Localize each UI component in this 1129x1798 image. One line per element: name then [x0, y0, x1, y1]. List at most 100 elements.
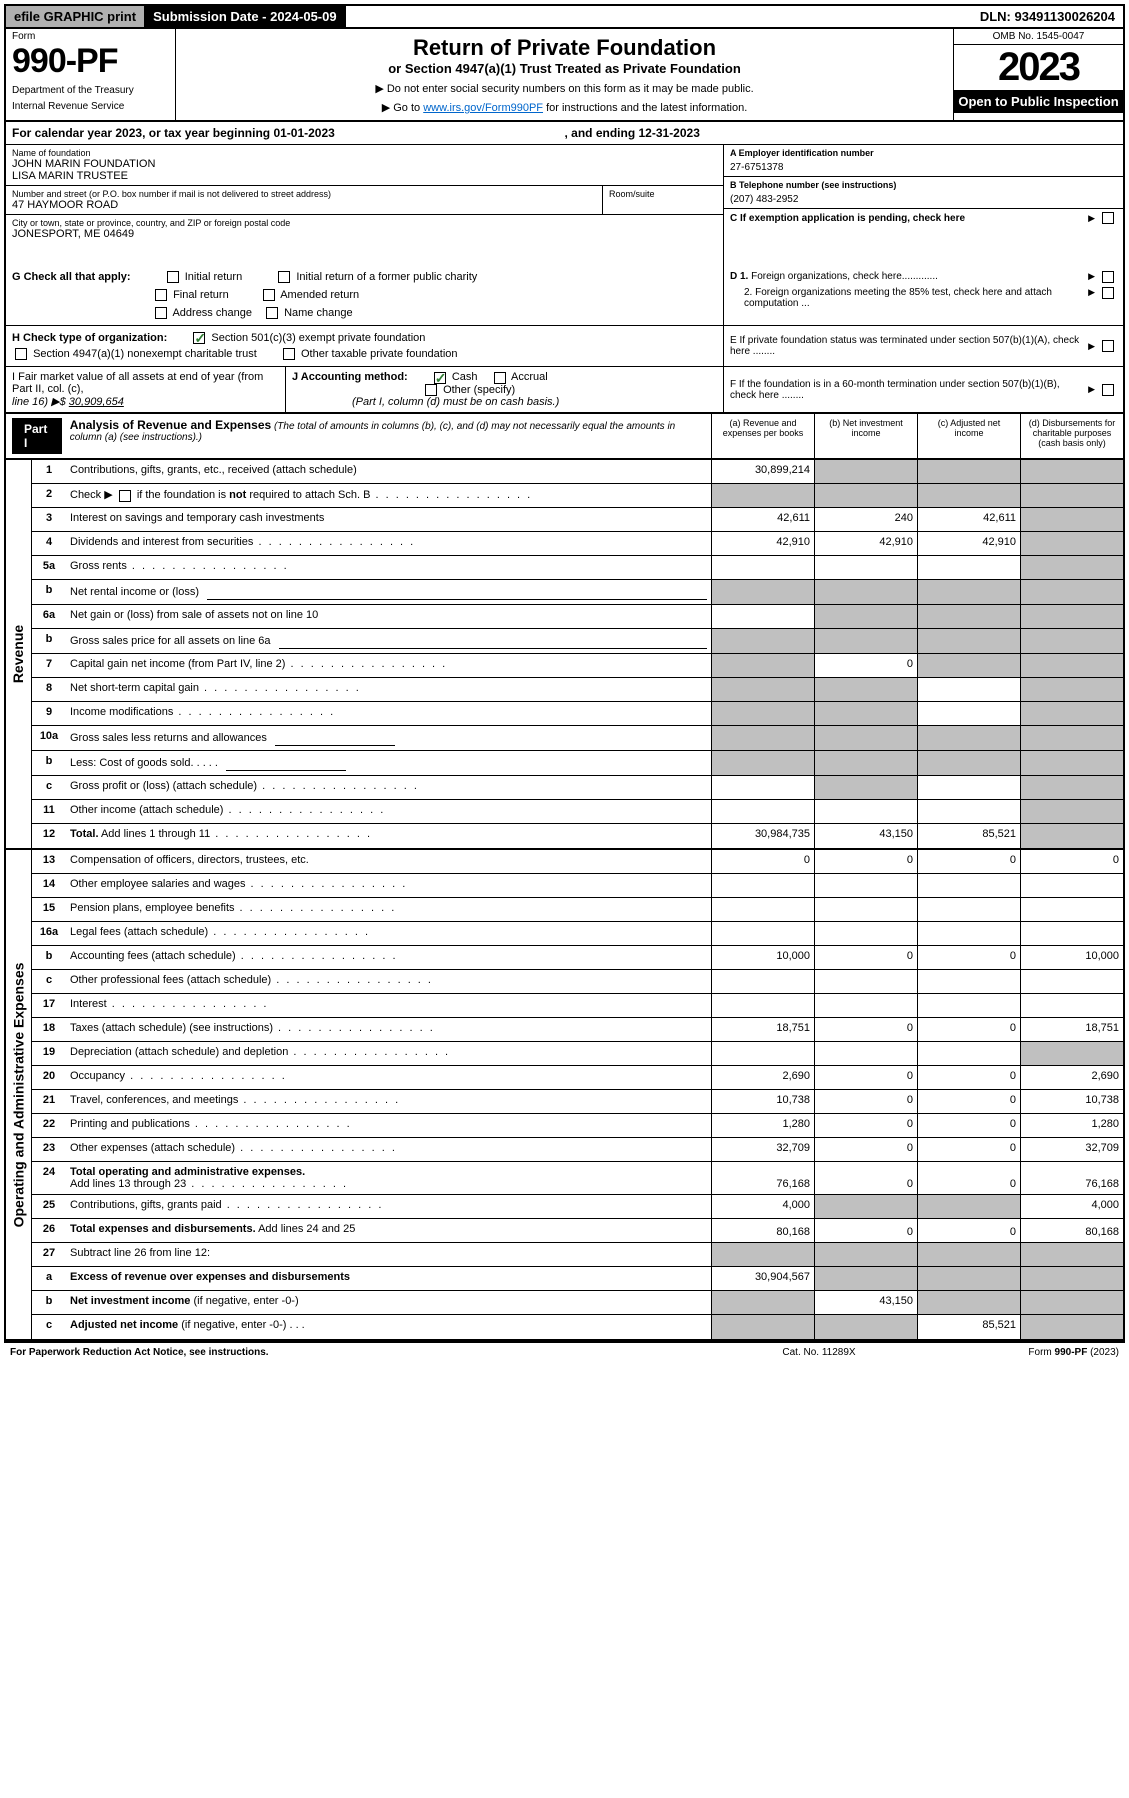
footer: For Paperwork Reduction Act Notice, see …: [4, 1341, 1125, 1362]
j-other-checkbox[interactable]: [425, 384, 437, 396]
g6-checkbox[interactable]: [266, 307, 278, 319]
arrow-icon: [1088, 271, 1095, 283]
form-header: Form 990-PF Department of the Treasury I…: [4, 29, 1125, 122]
r26-a: 80,168: [711, 1219, 814, 1242]
r2-checkbox[interactable]: [119, 490, 131, 502]
c-label: C If exemption application is pending, c…: [730, 213, 1084, 224]
col-d-head: (d) Disbursements for charitable purpose…: [1020, 414, 1123, 458]
form-label: Form: [12, 31, 169, 42]
r12-a: 30,984,735: [711, 824, 814, 848]
revenue-side-label: Revenue: [6, 460, 32, 848]
irs-link[interactable]: www.irs.gov/Form990PF: [423, 102, 543, 114]
d2-checkbox[interactable]: [1102, 287, 1114, 299]
dln-number: DLN: 93491130026204: [972, 6, 1123, 27]
r3-c: 42,611: [917, 508, 1020, 531]
calendar-year-row: For calendar year 2023, or tax year begi…: [4, 122, 1125, 145]
r25-a: 4,000: [711, 1195, 814, 1218]
j-cash-checkbox[interactable]: [434, 372, 446, 384]
r16b-c: 0: [917, 946, 1020, 969]
r20-a: 2,690: [711, 1066, 814, 1089]
h3-checkbox[interactable]: [283, 348, 295, 360]
r23-a: 32,709: [711, 1138, 814, 1161]
g4-checkbox[interactable]: [263, 289, 275, 301]
arrow-icon: [1088, 384, 1095, 395]
ij-section: I Fair market value of all assets at end…: [4, 367, 1125, 414]
r21-d: 10,738: [1020, 1090, 1123, 1113]
r23-b: 0: [814, 1138, 917, 1161]
i-label: I Fair market value of all assets at end…: [12, 371, 279, 395]
form-number-box: Form 990-PF Department of the Treasury I…: [6, 29, 176, 120]
part1-header-row: Part I Analysis of Revenue and Expenses …: [4, 414, 1125, 460]
r12-c: 85,521: [917, 824, 1020, 848]
h-check-section: H Check type of organization: Section 50…: [4, 326, 1125, 367]
r23-c: 0: [917, 1138, 1020, 1161]
r7-b: 0: [814, 654, 917, 677]
r25-d: 4,000: [1020, 1195, 1123, 1218]
r3-a: 42,611: [711, 508, 814, 531]
omb-number: OMB No. 1545-0047: [954, 29, 1123, 45]
g1-checkbox[interactable]: [167, 271, 179, 283]
e-label: E If private foundation status was termi…: [730, 335, 1084, 357]
r22-a: 1,280: [711, 1114, 814, 1137]
r21-a: 10,738: [711, 1090, 814, 1113]
r13-c: 0: [917, 850, 1020, 873]
i-value: 30,909,654: [69, 396, 124, 408]
g2-checkbox[interactable]: [278, 271, 290, 283]
r24-a: 76,168: [711, 1162, 814, 1194]
submission-date: Submission Date - 2024-05-09: [145, 6, 346, 27]
expenses-side-label: Operating and Administrative Expenses: [6, 850, 32, 1339]
j-note: (Part I, column (d) must be on cash basi…: [292, 396, 717, 408]
f-checkbox[interactable]: [1102, 384, 1114, 396]
e-checkbox[interactable]: [1102, 340, 1114, 352]
year-box: OMB No. 1545-0047 2023 Open to Public In…: [953, 29, 1123, 120]
h1-checkbox[interactable]: [193, 332, 205, 344]
r27a-a: 30,904,567: [711, 1267, 814, 1290]
h-label: H Check type of organization:: [12, 332, 167, 344]
r24-d: 76,168: [1020, 1162, 1123, 1194]
r13-d: 0: [1020, 850, 1123, 873]
instruction-2: ▶ Go to www.irs.gov/Form990PF for instru…: [186, 101, 943, 114]
arrow-icon: [1088, 287, 1095, 309]
r24-b: 0: [814, 1162, 917, 1194]
r20-c: 0: [917, 1066, 1020, 1089]
r22-c: 0: [917, 1114, 1020, 1137]
r4-a: 42,910: [711, 532, 814, 555]
addr-value: 47 HAYMOOR ROAD: [12, 199, 596, 211]
j-label: J Accounting method:: [292, 371, 408, 383]
r16b-a: 10,000: [711, 946, 814, 969]
g-check-section: G Check all that apply: Initial return I…: [4, 265, 1125, 326]
identity-section: Name of foundation JOHN MARIN FOUNDATION…: [4, 145, 1125, 265]
g5-checkbox[interactable]: [155, 307, 167, 319]
part1-label: Part I: [12, 418, 62, 454]
col-c-head: (c) Adjusted net income: [917, 414, 1020, 458]
r26-d: 80,168: [1020, 1219, 1123, 1242]
r18-a: 18,751: [711, 1018, 814, 1041]
j-accrual-checkbox[interactable]: [494, 372, 506, 384]
r18-b: 0: [814, 1018, 917, 1041]
top-bar: efile GRAPHIC print Submission Date - 20…: [4, 4, 1125, 29]
g3-checkbox[interactable]: [155, 289, 167, 301]
footer-form: Form 990-PF (2023): [919, 1347, 1119, 1358]
efile-label[interactable]: efile GRAPHIC print: [6, 6, 145, 27]
r26-c: 0: [917, 1219, 1020, 1242]
r27c-c: 85,521: [917, 1315, 1020, 1339]
d1-checkbox[interactable]: [1102, 271, 1114, 283]
part1-title: Analysis of Revenue and Expenses: [70, 418, 271, 432]
h2-checkbox[interactable]: [15, 348, 27, 360]
spacer: [346, 14, 972, 20]
addr-label: Number and street (or P.O. box number if…: [12, 189, 596, 199]
r16b-b: 0: [814, 946, 917, 969]
c-checkbox[interactable]: [1102, 212, 1114, 224]
revenue-section: Revenue 1Contributions, gifts, grants, e…: [4, 460, 1125, 850]
r26-b: 0: [814, 1219, 917, 1242]
form-990pf: 990-PF: [12, 42, 169, 81]
r23-d: 32,709: [1020, 1138, 1123, 1161]
footer-left: For Paperwork Reduction Act Notice, see …: [10, 1347, 719, 1358]
r18-d: 18,751: [1020, 1018, 1123, 1041]
name-label: Name of foundation: [12, 148, 717, 158]
irs: Internal Revenue Service: [12, 101, 169, 113]
expenses-section: Operating and Administrative Expenses 13…: [4, 850, 1125, 1341]
r12-b: 43,150: [814, 824, 917, 848]
col-a-head: (a) Revenue and expenses per books: [711, 414, 814, 458]
g-label: G Check all that apply:: [12, 271, 131, 283]
